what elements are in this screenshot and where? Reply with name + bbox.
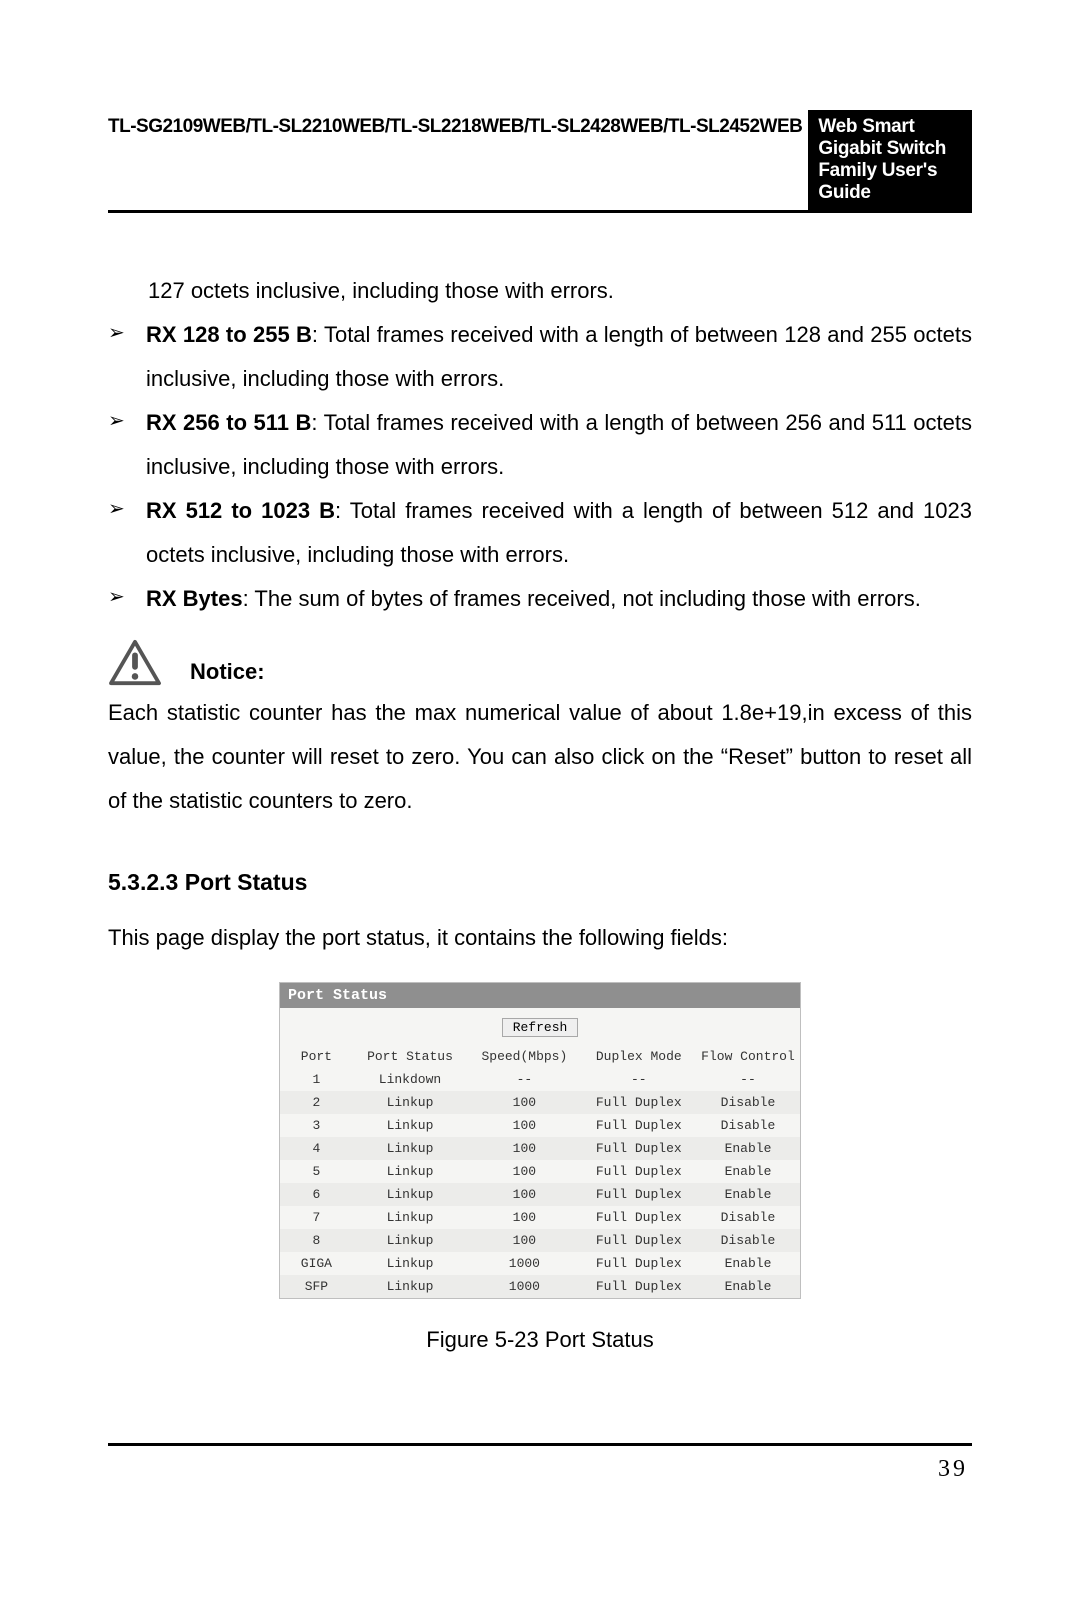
table-cell: Enable bbox=[696, 1137, 800, 1160]
term: RX 256 to 511 B bbox=[146, 410, 311, 435]
definition-list: RX 128 to 255 B: Total frames received w… bbox=[108, 313, 972, 621]
term: RX 512 to 1023 B bbox=[146, 498, 335, 523]
table-cell: 100 bbox=[467, 1114, 581, 1137]
table-cell: Disable bbox=[696, 1091, 800, 1114]
table-row: 5Linkup100Full DuplexEnable bbox=[280, 1160, 800, 1183]
term: RX 128 to 255 B bbox=[146, 322, 312, 347]
table-cell: 1000 bbox=[467, 1252, 581, 1275]
table-row: 7Linkup100Full DuplexDisable bbox=[280, 1206, 800, 1229]
table-row: 8Linkup100Full DuplexDisable bbox=[280, 1229, 800, 1252]
list-item: RX 256 to 511 B: Total frames received w… bbox=[108, 401, 972, 489]
table-cell: 2 bbox=[280, 1091, 353, 1114]
table-cell: Linkup bbox=[353, 1091, 467, 1114]
header-title: Web Smart Gigabit Switch Family User's G… bbox=[808, 110, 972, 210]
figure-caption: Figure 5-23 Port Status bbox=[108, 1327, 972, 1353]
table-header-row: Port Port Status Speed(Mbps) Duplex Mode… bbox=[280, 1045, 800, 1068]
port-status-table: Port Port Status Speed(Mbps) Duplex Mode… bbox=[280, 1045, 800, 1298]
table-cell: 100 bbox=[467, 1137, 581, 1160]
table-cell: GIGA bbox=[280, 1252, 353, 1275]
table-cell: Linkup bbox=[353, 1252, 467, 1275]
table-row: 4Linkup100Full DuplexEnable bbox=[280, 1137, 800, 1160]
table-cell: Full Duplex bbox=[582, 1091, 696, 1114]
table-cell: Full Duplex bbox=[582, 1183, 696, 1206]
table-cell: 1 bbox=[280, 1068, 353, 1091]
table-cell: 100 bbox=[467, 1091, 581, 1114]
table-cell: Linkdown bbox=[353, 1068, 467, 1091]
col-port-status: Port Status bbox=[353, 1045, 467, 1068]
table-row: 6Linkup100Full DuplexEnable bbox=[280, 1183, 800, 1206]
table-cell: Linkup bbox=[353, 1275, 467, 1298]
table-row: GIGALinkup1000Full DuplexEnable bbox=[280, 1252, 800, 1275]
table-cell: 100 bbox=[467, 1229, 581, 1252]
table-cell: Linkup bbox=[353, 1229, 467, 1252]
notice-block: Notice: Each statistic counter has the m… bbox=[108, 639, 972, 823]
table-cell: Linkup bbox=[353, 1114, 467, 1137]
table-cell: SFP bbox=[280, 1275, 353, 1298]
table-row: 1Linkdown------ bbox=[280, 1068, 800, 1091]
table-cell: Full Duplex bbox=[582, 1114, 696, 1137]
table-cell: Linkup bbox=[353, 1137, 467, 1160]
col-port: Port bbox=[280, 1045, 353, 1068]
table-cell: 5 bbox=[280, 1160, 353, 1183]
table-cell: Full Duplex bbox=[582, 1160, 696, 1183]
notice-label: Notice: bbox=[190, 659, 265, 687]
warning-icon bbox=[108, 639, 162, 687]
table-cell: Linkup bbox=[353, 1183, 467, 1206]
table-cell: Linkup bbox=[353, 1206, 467, 1229]
table-cell: Disable bbox=[696, 1114, 800, 1137]
table-cell: Disable bbox=[696, 1229, 800, 1252]
table-cell: 100 bbox=[467, 1183, 581, 1206]
panel-title: Port Status bbox=[280, 983, 800, 1008]
table-cell: Full Duplex bbox=[582, 1206, 696, 1229]
col-speed: Speed(Mbps) bbox=[467, 1045, 581, 1068]
table-cell: 100 bbox=[467, 1160, 581, 1183]
table-cell: 6 bbox=[280, 1183, 353, 1206]
page-footer: 39 bbox=[108, 1443, 972, 1483]
refresh-button[interactable]: Refresh bbox=[502, 1018, 579, 1037]
page-number: 39 bbox=[108, 1456, 972, 1483]
col-duplex: Duplex Mode bbox=[582, 1045, 696, 1068]
table-cell: Full Duplex bbox=[582, 1275, 696, 1298]
table-row: 2Linkup100Full DuplexDisable bbox=[280, 1091, 800, 1114]
table-cell: Full Duplex bbox=[582, 1229, 696, 1252]
table-cell: 4 bbox=[280, 1137, 353, 1160]
table-row: 3Linkup100Full DuplexDisable bbox=[280, 1114, 800, 1137]
table-cell: Full Duplex bbox=[582, 1137, 696, 1160]
section-intro: This page display the port status, it co… bbox=[108, 916, 972, 960]
table-cell: -- bbox=[582, 1068, 696, 1091]
section-heading: 5.3.2.3 Port Status bbox=[108, 869, 972, 896]
notice-text: Each statistic counter has the max numer… bbox=[108, 691, 972, 823]
table-cell: 3 bbox=[280, 1114, 353, 1137]
table-cell: -- bbox=[696, 1068, 800, 1091]
intro-continuation: 127 octets inclusive, including those wi… bbox=[108, 269, 972, 313]
list-item: RX 128 to 255 B: Total frames received w… bbox=[108, 313, 972, 401]
table-cell: 1000 bbox=[467, 1275, 581, 1298]
table-row: SFPLinkup1000Full DuplexEnable bbox=[280, 1275, 800, 1298]
col-flow-control: Flow Control bbox=[696, 1045, 800, 1068]
table-cell: 8 bbox=[280, 1229, 353, 1252]
table-cell: Disable bbox=[696, 1206, 800, 1229]
table-cell: Full Duplex bbox=[582, 1252, 696, 1275]
table-cell: Enable bbox=[696, 1183, 800, 1206]
list-item: RX 512 to 1023 B: Total frames received … bbox=[108, 489, 972, 577]
table-cell: Linkup bbox=[353, 1160, 467, 1183]
term-desc: : The sum of bytes of frames received, n… bbox=[243, 586, 921, 611]
port-status-panel: Port Status Refresh Port Port Status Spe… bbox=[279, 982, 801, 1299]
table-cell: -- bbox=[467, 1068, 581, 1091]
table-cell: Enable bbox=[696, 1252, 800, 1275]
table-cell: Enable bbox=[696, 1160, 800, 1183]
table-cell: 100 bbox=[467, 1206, 581, 1229]
table-cell: 7 bbox=[280, 1206, 353, 1229]
term: RX Bytes bbox=[146, 586, 243, 611]
page-header: TL-SG2109WEB/TL-SL2210WEB/TL-SL2218WEB/T… bbox=[108, 110, 972, 213]
header-models: TL-SG2109WEB/TL-SL2210WEB/TL-SL2218WEB/T… bbox=[108, 110, 808, 210]
list-item: RX Bytes: The sum of bytes of frames rec… bbox=[108, 577, 972, 621]
table-cell: Enable bbox=[696, 1275, 800, 1298]
